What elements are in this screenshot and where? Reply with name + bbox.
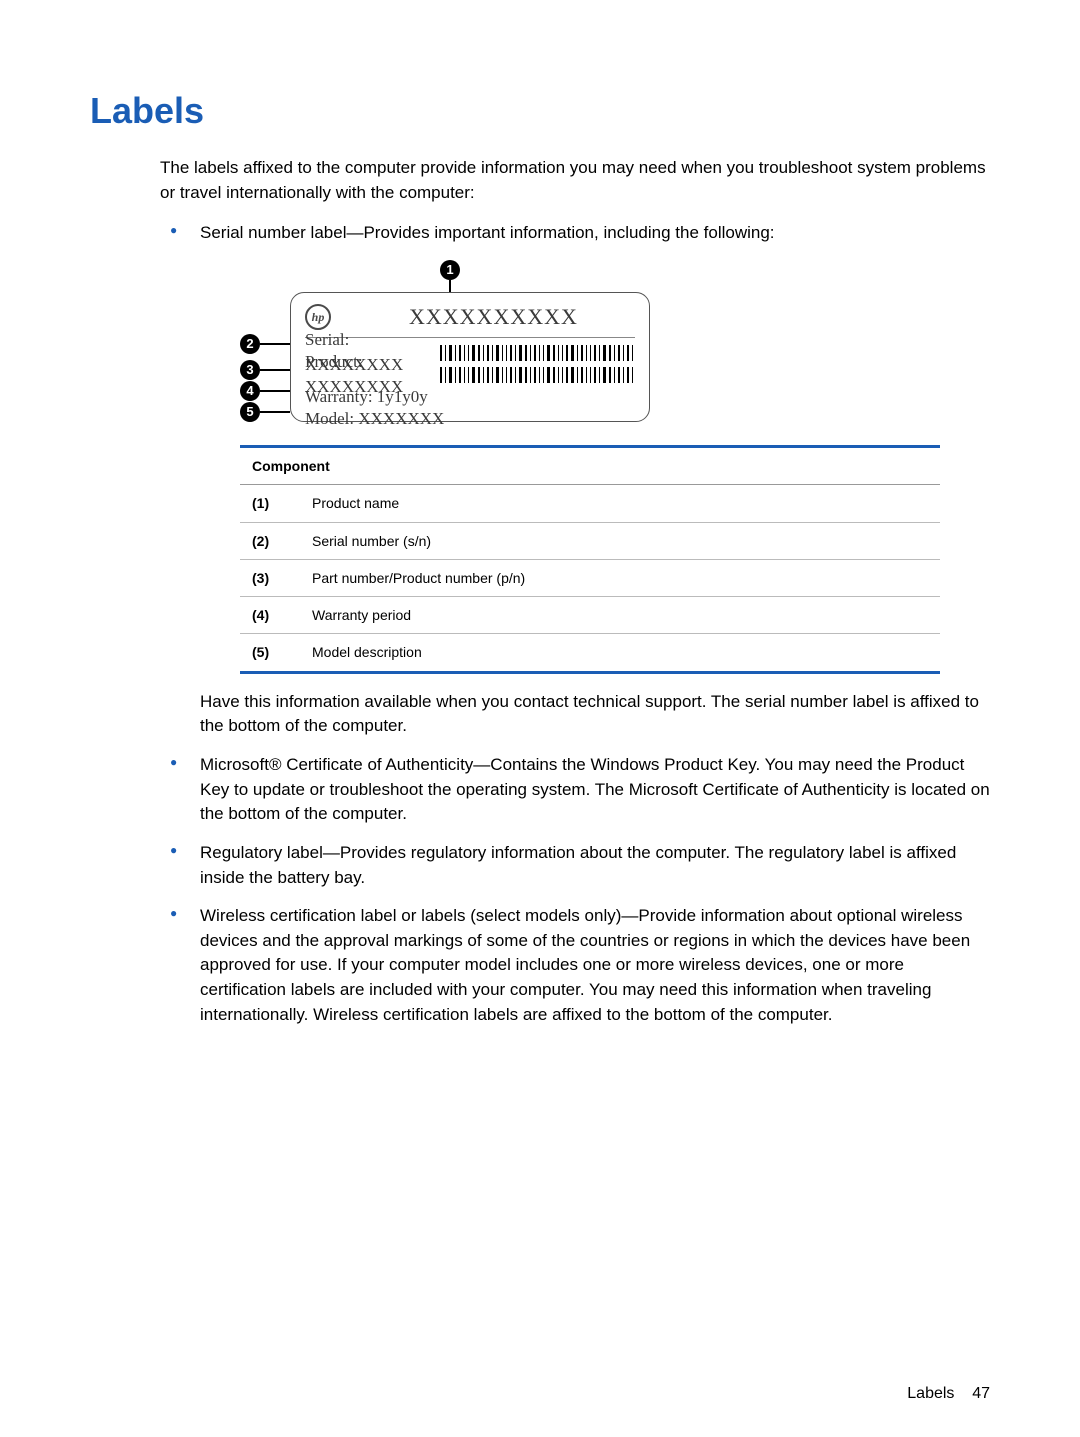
callout-marker: 5 [240,402,260,422]
callout-line [449,280,451,292]
bullet-list: Serial number label—Provides important i… [160,221,990,1027]
footer-page-number: 47 [972,1385,990,1402]
intro-paragraph: The labels affixed to the computer provi… [160,156,990,205]
callout-marker: 4 [240,381,260,401]
table-cell-number: (1) [240,485,300,522]
table-cell-number: (5) [240,634,300,672]
warranty-line: Warranty: 1y1y0y [305,385,428,410]
model-line: Model: XXXXXXX [305,407,444,432]
callout-line [260,390,290,392]
table-cell-description: Serial number (s/n) [300,522,940,559]
callout-marker: 2 [240,334,260,354]
hp-logo-icon: hp [305,304,331,330]
bullet-text: Microsoft® Certificate of Authenticity—C… [200,755,990,823]
barcode-icon [440,367,635,383]
table-header: Component [240,448,940,485]
label-card: hp XXXXXXXXXX Serial: XXXXXXXX Product: … [290,292,650,422]
table-row: (5)Model description [240,634,940,672]
page-footer: Labels 47 [907,1385,990,1403]
table-cell-description: Product name [300,485,940,522]
component-table: Component (1)Product name(2)Serial numbe… [240,445,940,674]
bullet-serial-number: Serial number label—Provides important i… [160,221,990,739]
serial-label-diagram: 1 2 3 4 5 h [240,260,660,435]
bullet-wireless-cert: Wireless certification label or labels (… [160,904,990,1027]
bullet-text: Wireless certification label or labels (… [200,906,970,1024]
callout-line [260,369,290,371]
bullet-coa: Microsoft® Certificate of Authenticity—C… [160,753,990,827]
table-row: (4)Warranty period [240,597,940,634]
callout-marker: 3 [240,360,260,380]
barcode-icon [440,345,635,361]
footer-section-label: Labels [907,1385,954,1402]
table-cell-description: Model description [300,634,940,672]
product-name-placeholder: XXXXXXXXXX [409,301,578,333]
table-cell-number: (2) [240,522,300,559]
callout-line [260,343,290,345]
table-cell-number: (4) [240,597,300,634]
after-table-paragraph: Have this information available when you… [200,690,990,739]
bullet-text: Serial number label—Provides important i… [200,223,775,242]
table-row: (2)Serial number (s/n) [240,522,940,559]
table-row: (3)Part number/Product number (p/n) [240,559,940,596]
table-cell-number: (3) [240,559,300,596]
table-cell-description: Warranty period [300,597,940,634]
table-cell-description: Part number/Product number (p/n) [300,559,940,596]
bullet-regulatory: Regulatory label—Provides regulatory inf… [160,841,990,890]
table-row: (1)Product name [240,485,940,522]
bullet-text: Regulatory label—Provides regulatory inf… [200,843,956,887]
callout-line [260,411,290,413]
section-title: Labels [90,90,990,132]
callout-marker: 1 [440,260,460,280]
